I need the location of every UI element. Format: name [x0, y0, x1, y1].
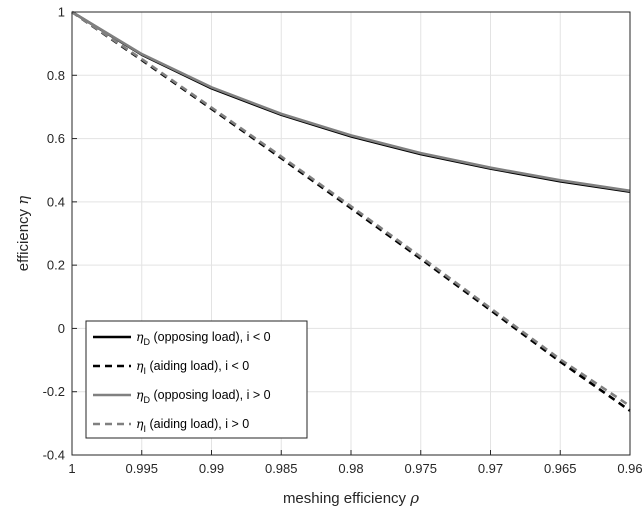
x-axis-title: meshing efficiency ρ — [283, 489, 419, 507]
legend-label-1: ηD (opposing load), i < 0 — [136, 329, 271, 347]
y-tick-label: 0.2 — [47, 258, 65, 273]
x-tick-label: 0.975 — [404, 461, 437, 476]
legend-label-2: ηI (aiding load), i < 0 — [136, 358, 249, 376]
y-tick-label: 0 — [58, 321, 65, 336]
x-tick-label: 0.98 — [338, 461, 363, 476]
series-layer — [71, 10, 631, 412]
tick-layer: 1 0.995 0.99 0.985 0.98 0.975 0.97 0.965 0.96 1 0.… — [43, 5, 643, 477]
y-tick-label: 0.6 — [47, 131, 65, 146]
legend-box — [85, 320, 308, 439]
y-tick-label: 0.8 — [47, 68, 65, 83]
legend: ηD (opposing load), i < 0 ηI (aiding load… — [85, 320, 308, 439]
y-tick-label: -0.4 — [43, 448, 65, 463]
x-tick-label: 0.995 — [125, 461, 158, 476]
legend-label-3: ηD (opposing load), i > 0 — [136, 387, 271, 405]
x-tick-label: 0.99 — [199, 461, 224, 476]
x-tick-label: 0.965 — [544, 461, 577, 476]
y-axis-title: efficiency η — [14, 196, 32, 271]
y-tick-label: 0.4 — [47, 194, 65, 209]
series-line-3 — [71, 10, 631, 193]
x-tick-label: 0.97 — [478, 461, 503, 476]
series-line-4 — [71, 10, 631, 408]
x-tick-label: 0.985 — [265, 461, 298, 476]
y-tick-label: -0.2 — [43, 384, 65, 399]
x-tick-label: 0.96 — [617, 461, 642, 476]
x-tick-label: 1 — [68, 461, 75, 476]
y-tick-label: 1 — [58, 5, 65, 20]
legend-label-4: ηI (aiding load), i > 0 — [136, 416, 249, 434]
